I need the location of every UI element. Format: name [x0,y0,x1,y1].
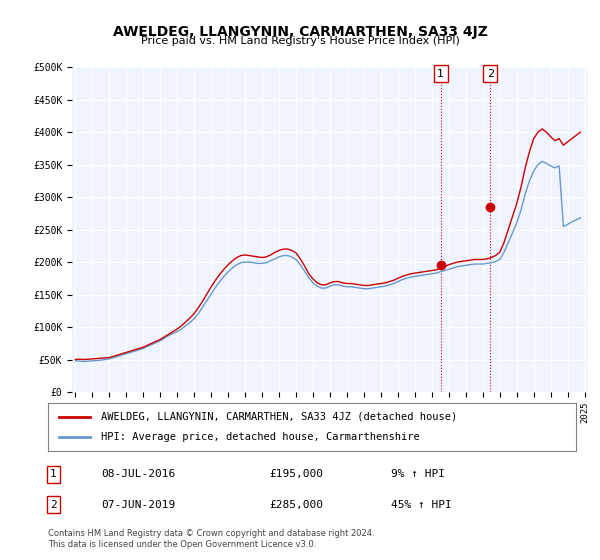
Text: 2: 2 [50,500,56,510]
Text: £285,000: £285,000 [270,500,324,510]
Text: 1: 1 [437,69,444,79]
Text: 07-JUN-2019: 07-JUN-2019 [101,500,175,510]
Text: 08-JUL-2016: 08-JUL-2016 [101,469,175,479]
Text: 2: 2 [487,69,494,79]
Text: 9% ↑ HPI: 9% ↑ HPI [391,469,445,479]
Text: Contains HM Land Registry data © Crown copyright and database right 2024.
This d: Contains HM Land Registry data © Crown c… [48,529,374,549]
Text: AWELDEG, LLANGYNIN, CARMARTHEN, SA33 4JZ: AWELDEG, LLANGYNIN, CARMARTHEN, SA33 4JZ [113,25,487,39]
Text: AWELDEG, LLANGYNIN, CARMARTHEN, SA33 4JZ (detached house): AWELDEG, LLANGYNIN, CARMARTHEN, SA33 4JZ… [101,412,457,422]
Text: 45% ↑ HPI: 45% ↑ HPI [391,500,452,510]
Text: 1: 1 [50,469,56,479]
Text: £195,000: £195,000 [270,469,324,479]
Text: Price paid vs. HM Land Registry's House Price Index (HPI): Price paid vs. HM Land Registry's House … [140,36,460,46]
Text: HPI: Average price, detached house, Carmarthenshire: HPI: Average price, detached house, Carm… [101,432,419,442]
